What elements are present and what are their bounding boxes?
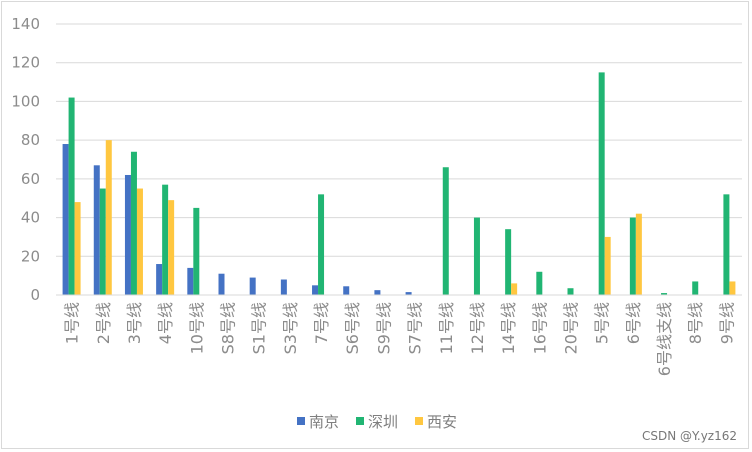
bar-南京-S8号线 — [218, 273, 225, 295]
legend-label: 西安 — [427, 413, 457, 431]
x-category-label: 8号线 — [686, 302, 705, 344]
y-tick-label: 80 — [21, 131, 40, 149]
bar-深圳-1号线 — [68, 97, 75, 295]
x-category-label: S3号线 — [281, 302, 300, 354]
x-category-label: 16号线 — [530, 302, 549, 354]
x-category-label: 5号线 — [593, 302, 612, 344]
x-category-label: 9号线 — [717, 302, 736, 344]
legend-swatch — [415, 417, 423, 425]
x-category-label: 6号线 — [624, 302, 643, 344]
bar-深圳-11号线 — [442, 167, 449, 295]
bar-深圳-9号线 — [723, 194, 730, 295]
y-tick-label: 20 — [21, 247, 40, 265]
legend: 南京 深圳 西安 — [297, 413, 457, 431]
bar-南京-S1号线 — [249, 277, 256, 295]
bar-深圳-14号线 — [505, 229, 512, 295]
y-tick-label: 100 — [11, 92, 40, 110]
x-category-label: S7号线 — [406, 302, 425, 354]
bar-深圳-7号线 — [318, 194, 325, 295]
bar-南京-S9号线 — [374, 290, 381, 295]
bar-西安-6号线 — [635, 213, 642, 295]
y-tick-label: 0 — [30, 286, 40, 304]
y-axis-ticks: 0 20 40 60 80 100 120 140 — [11, 15, 40, 304]
bar-深圳-8号线 — [692, 281, 699, 295]
y-tick-label: 40 — [21, 209, 40, 227]
watermark: CSDN @Y.yz162 — [642, 429, 737, 443]
bar-西安-1号线 — [74, 202, 81, 295]
x-category-label: 11号线 — [437, 302, 456, 354]
legend-label: 深圳 — [368, 413, 398, 431]
x-category-label: S9号线 — [374, 302, 393, 354]
bar-深圳-5号线 — [598, 72, 605, 296]
bar-南京-S3号线 — [280, 279, 287, 295]
bar-西安-2号线 — [105, 140, 112, 295]
bar-西安-14号线 — [511, 283, 518, 295]
x-category-label: 4号线 — [156, 302, 175, 344]
bar-深圳-3号线 — [130, 151, 137, 295]
bar-西安-9号线 — [729, 281, 736, 295]
bar-西安-4号线 — [168, 200, 175, 295]
x-category-label: 12号线 — [468, 302, 487, 354]
x-category-label: 20号线 — [562, 302, 581, 354]
y-tick-label: 140 — [11, 15, 40, 33]
bar-西安-3号线 — [136, 188, 143, 295]
x-category-label: S6号线 — [343, 302, 362, 354]
x-axis-category-labels: 1号线 2号线 3号线 4号线 10号线 S8号线 S1号线 S3号线 7号线 S6号线 S9号线 S… — [63, 302, 737, 376]
x-category-label: 3号线 — [125, 302, 144, 344]
bar-深圳-10号线 — [193, 207, 200, 295]
bar-深圳-16号线 — [536, 271, 543, 295]
bar-深圳-12号线 — [473, 217, 480, 295]
bar-深圳-6号线支线 — [661, 293, 668, 295]
bar-南京-7号线 — [312, 285, 319, 295]
x-category-label: 1号线 — [63, 302, 82, 344]
bar-南京-S7号线 — [405, 292, 412, 295]
x-category-label: 2号线 — [94, 302, 113, 344]
x-category-label: S1号线 — [250, 302, 269, 354]
bar-深圳-20号线 — [567, 288, 574, 295]
y-tick-label: 120 — [11, 54, 40, 72]
bar-深圳-6号线 — [629, 217, 636, 295]
y-tick-label: 60 — [21, 170, 40, 188]
x-category-label: 14号线 — [499, 302, 518, 354]
x-category-label: S8号线 — [219, 302, 238, 354]
bar-南京-1号线 — [62, 144, 69, 295]
bar-南京-S6号线 — [343, 286, 350, 295]
x-category-label: 10号线 — [187, 302, 206, 354]
bar-深圳-2号线 — [99, 188, 106, 295]
bar-深圳-4号线 — [162, 184, 169, 295]
legend-swatch — [356, 417, 364, 425]
bar-南京-4号线 — [156, 264, 163, 295]
bar-南京-10号线 — [187, 267, 194, 295]
legend-swatch — [297, 417, 305, 425]
bar-南京-2号线 — [93, 165, 100, 295]
legend-label: 南京 — [309, 413, 339, 431]
bars — [62, 72, 736, 296]
bar-西安-5号线 — [604, 236, 611, 295]
x-category-label: 7号线 — [312, 302, 331, 344]
bar-南京-3号线 — [124, 174, 131, 295]
x-category-label: 6号线支线 — [655, 302, 674, 376]
